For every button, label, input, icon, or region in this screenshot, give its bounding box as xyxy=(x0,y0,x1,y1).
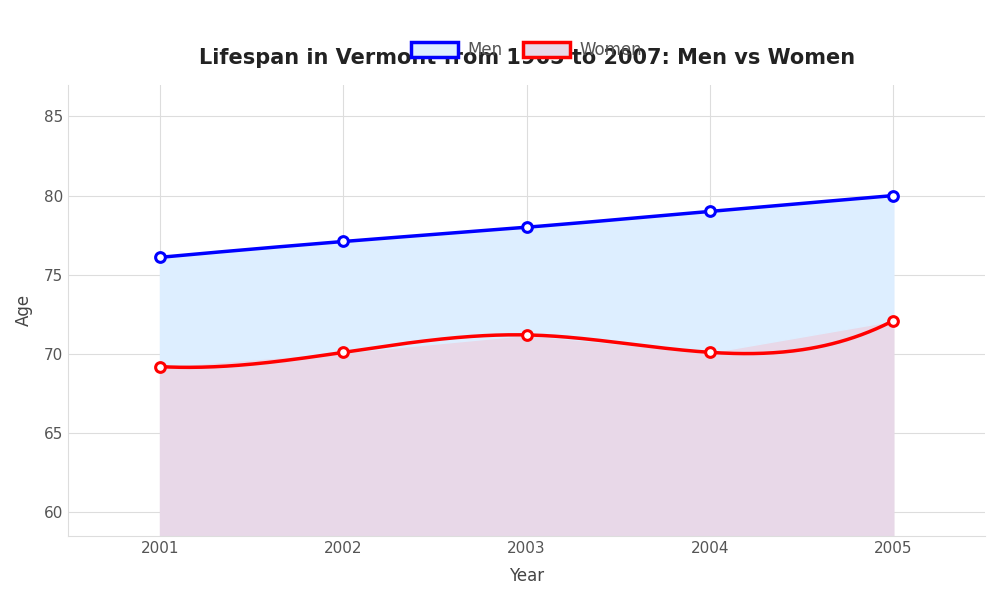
X-axis label: Year: Year xyxy=(509,567,544,585)
Title: Lifespan in Vermont from 1965 to 2007: Men vs Women: Lifespan in Vermont from 1965 to 2007: M… xyxy=(199,48,855,68)
Y-axis label: Age: Age xyxy=(15,295,33,326)
Legend: Men, Women: Men, Women xyxy=(404,34,649,66)
